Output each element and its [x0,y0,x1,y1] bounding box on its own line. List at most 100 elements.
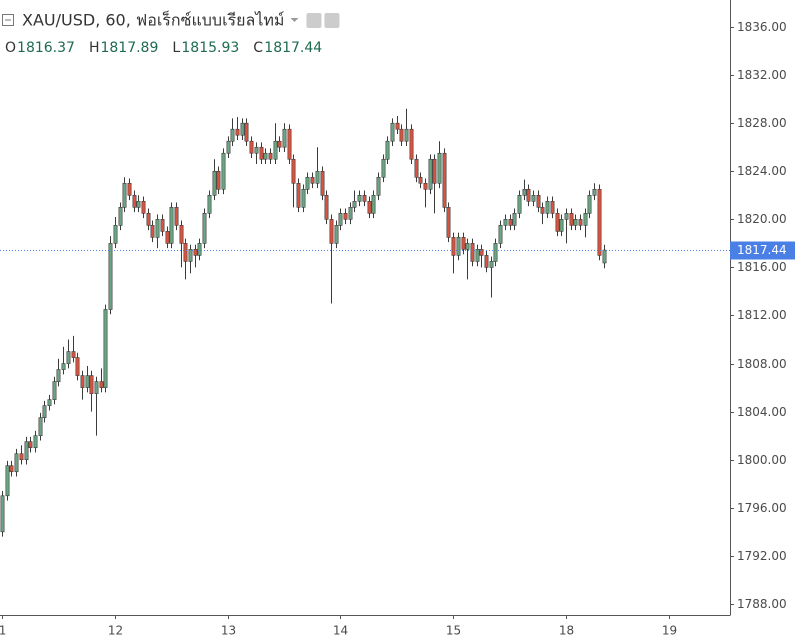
x-tick-label: 19 [662,624,677,638]
visibility-button[interactable] [306,13,322,28]
candle-body [296,182,301,208]
candle-body [381,158,386,178]
candle-body [14,453,19,473]
candle-body [9,465,14,473]
plot-area [0,108,730,537]
candle-body [282,128,287,148]
candle-body [489,261,494,268]
candle-body [174,207,179,226]
candle-body [268,152,273,160]
candle-body [418,176,423,184]
candle-body [113,225,118,244]
candle-body [404,128,409,142]
y-tick-label: 1796.00 [737,501,787,515]
candle-body [52,381,57,400]
ohlc-value: 1817.89 [100,40,158,56]
candle-body [540,207,545,214]
candle-body [305,176,310,190]
candle-body [94,381,99,394]
candle-body [479,249,484,256]
candle-body [61,363,66,370]
candle-body [451,237,456,256]
header: XAU/USD, 60, ฟอเร็กซ์แบบเรียลไทม์ [2,10,340,30]
candle-body [291,158,296,184]
candle-body [230,128,235,142]
candle-body [508,219,513,226]
candle-body [122,182,127,208]
candle-body [409,128,414,160]
candle-body [179,225,184,244]
candle-body [183,243,188,262]
y-tick-label: 1820.00 [737,212,787,226]
candle-body [334,225,339,244]
collapse-icon[interactable] [2,14,14,26]
candle-body [512,213,517,226]
candle-body [399,128,404,142]
candle-body [559,219,564,232]
last-price-tag [730,241,795,260]
candle-body [240,122,245,136]
y-tick-label: 1836.00 [737,20,787,34]
candle-body [343,213,348,220]
y-tick-label: 1812.00 [737,308,787,322]
x-tick-label: 13 [221,624,236,638]
candle-body [348,207,353,220]
candle-body [484,255,489,268]
candle-body [56,369,61,382]
candle-body [470,243,475,262]
candle-body [160,219,165,232]
candle-body [310,176,315,184]
y-tick-label: 1788.00 [737,597,787,611]
candle-body [578,219,583,226]
candle-body [5,465,10,497]
candle-body [99,381,104,388]
candle-body [221,152,226,190]
candle-body [141,201,146,214]
candle-body [362,195,367,202]
candle-body [226,140,231,154]
candle-body [89,375,94,394]
candle-body [315,170,320,184]
candle-body [517,195,522,214]
candle-body [583,213,588,226]
candle-body [155,219,160,238]
candle-body [428,158,433,190]
candle-body [146,213,151,226]
candle-body [0,495,5,533]
x-tick-label: 18 [559,624,574,638]
candle-body [42,405,47,418]
candle-body [522,188,527,196]
candle-body [127,182,132,196]
candle-body [216,170,221,190]
candle-body [475,249,480,262]
ohlc-key: H [89,40,100,56]
candle-body [432,158,437,184]
candle-body [324,195,329,220]
x-tick-label: 15 [446,624,461,638]
candle-body [75,357,80,376]
candle-body [437,152,442,184]
candle-body [564,213,569,220]
settings-button[interactable] [324,13,340,28]
y-tick-label: 1816.00 [737,260,787,274]
candle-body [212,170,217,196]
candle-body [118,207,123,226]
candle-body [259,146,264,160]
candle-body [357,195,362,202]
candle-body [301,188,306,208]
dropdown-caret[interactable] [290,18,299,22]
candle-body [493,243,498,262]
candle-body [207,195,212,214]
candle-body [531,195,536,202]
candle-body [188,249,193,262]
candle-body [367,201,372,214]
y-tick-label: 1804.00 [737,405,787,419]
candle-body [28,441,33,448]
last-price-label: 1817.44 [737,243,787,257]
candle-body [423,182,428,190]
candle-body [414,158,419,178]
candle-body [193,249,198,256]
candle-body [249,140,254,154]
